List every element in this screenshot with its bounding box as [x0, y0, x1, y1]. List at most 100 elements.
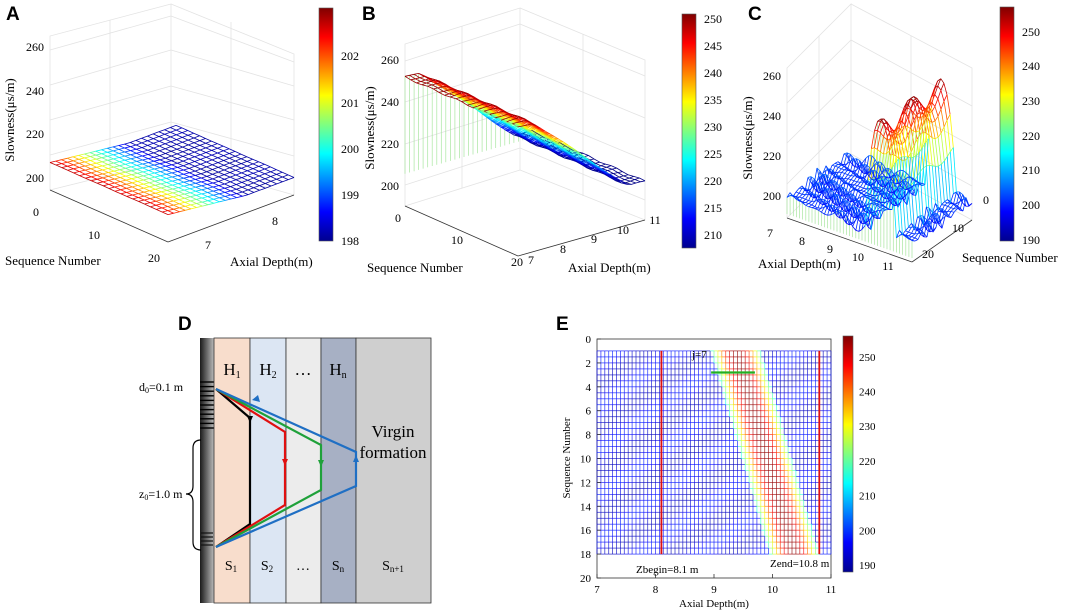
mesh-line-seq — [941, 208, 946, 212]
mesh-line-seq — [154, 171, 161, 174]
mesh-line-seq — [923, 216, 928, 221]
mesh-line-depth — [154, 164, 161, 168]
mesh-line-depth — [114, 182, 121, 186]
mesh-line-seq — [826, 181, 830, 185]
mesh-line-seq — [188, 147, 195, 150]
mesh-line-seq — [247, 172, 254, 176]
mesh-line-depth — [863, 192, 868, 196]
mesh-line-seq — [130, 152, 137, 156]
panel-b-cbar-tick: 235 — [704, 93, 722, 107]
mesh-line-depth — [880, 120, 884, 125]
mesh-line-depth — [205, 147, 212, 151]
mesh-line-seq — [898, 187, 903, 235]
mesh-line-depth — [855, 215, 860, 231]
mesh-line-depth — [137, 185, 144, 189]
mesh-line-seq — [470, 98, 476, 101]
mesh-line-depth — [189, 188, 197, 192]
mesh-line-depth — [931, 137, 936, 140]
mesh-line-seq — [276, 171, 283, 175]
mesh-line-depth — [207, 188, 214, 192]
mesh-line-depth — [195, 194, 203, 199]
mesh-line-seq — [867, 226, 872, 230]
mesh-line-seq — [897, 127, 902, 160]
mesh-line-seq — [592, 163, 598, 168]
mesh-line-seq — [502, 124, 508, 128]
mesh-line-depth — [160, 187, 168, 191]
mesh-line-depth — [119, 161, 126, 165]
mesh-line-seq — [915, 152, 920, 196]
mesh-line-seq — [126, 186, 133, 189]
mesh-line-depth — [182, 146, 189, 150]
mesh-line-seq — [84, 156, 91, 159]
mesh-line-depth — [195, 175, 202, 179]
mesh-line-seq — [817, 183, 821, 191]
mesh-line-depth — [808, 204, 813, 208]
mesh-line-seq — [567, 144, 573, 149]
mesh-line-seq — [167, 200, 174, 203]
mesh-line-seq — [500, 126, 506, 130]
mesh-line-depth — [786, 192, 791, 198]
mesh-line-depth — [282, 171, 289, 176]
mesh-line-depth — [142, 155, 149, 159]
mesh-line-seq — [891, 162, 896, 210]
mesh-line-depth — [223, 145, 230, 150]
mesh-line-seq — [841, 180, 846, 184]
mesh-line-depth — [914, 227, 919, 235]
mesh-line-seq — [415, 77, 420, 80]
mesh-line-depth — [182, 160, 190, 164]
mesh-line-depth — [205, 138, 212, 142]
mesh-line-seq — [177, 156, 184, 159]
mesh-line-seq — [879, 153, 884, 180]
mesh-line-depth — [148, 162, 155, 166]
mesh-line-seq — [229, 165, 236, 169]
mesh-line-seq — [937, 98, 942, 110]
mesh-line-seq — [944, 204, 948, 207]
mesh-line-seq — [189, 175, 196, 178]
mesh-line-seq — [49, 160, 56, 163]
mesh-line-depth — [253, 187, 260, 191]
mesh-line-seq — [938, 219, 943, 223]
panel-c-cbar-tick: 190 — [1022, 233, 1040, 247]
mesh-line-seq — [802, 202, 807, 206]
mesh-line-seq — [817, 200, 822, 205]
mesh-line-seq — [866, 180, 870, 186]
mesh-line-seq — [511, 118, 516, 121]
mesh-line-seq — [533, 140, 539, 144]
mesh-line-seq — [853, 173, 858, 178]
mesh-line-seq — [529, 127, 535, 132]
mesh-line-depth — [808, 201, 813, 204]
panel-b-ytick-7: 7 — [528, 253, 534, 267]
mesh-line-depth — [79, 175, 86, 179]
mesh-line-depth — [247, 179, 254, 184]
mesh-line-seq — [473, 106, 479, 111]
mesh-line-seq — [920, 225, 925, 230]
mesh-line-depth — [531, 130, 538, 134]
mesh-line-seq — [184, 200, 191, 203]
mesh-line-seq — [477, 110, 483, 115]
mesh-line-seq — [822, 169, 827, 174]
mesh-line-seq — [589, 158, 595, 161]
mesh-line-depth — [183, 185, 191, 190]
mesh-line-depth — [908, 232, 912, 237]
mesh-line-depth — [131, 170, 138, 174]
mesh-line-seq — [194, 159, 201, 162]
mesh-line-seq — [524, 125, 530, 129]
mesh-line-seq — [843, 152, 848, 155]
mesh-line-depth — [126, 196, 133, 200]
mesh-line-depth — [264, 173, 271, 177]
mesh-line-seq — [85, 172, 92, 175]
mesh-line-seq — [155, 195, 162, 198]
mesh-line-depth — [118, 145, 125, 149]
panel-b-xlabel: Sequence Number — [367, 260, 463, 275]
mesh-line-seq — [176, 146, 183, 150]
mesh-line-depth — [816, 176, 821, 193]
mesh-line-seq — [851, 207, 856, 215]
mesh-line-depth — [190, 204, 197, 208]
mesh-line-seq — [903, 193, 908, 198]
mesh-line-seq — [923, 221, 927, 226]
mesh-line-seq — [241, 184, 248, 188]
mesh-line-depth — [217, 162, 225, 166]
mesh-line-seq — [498, 120, 504, 124]
mesh-line-seq — [540, 131, 546, 136]
d0-label: d0=0.1 m — [139, 380, 184, 395]
